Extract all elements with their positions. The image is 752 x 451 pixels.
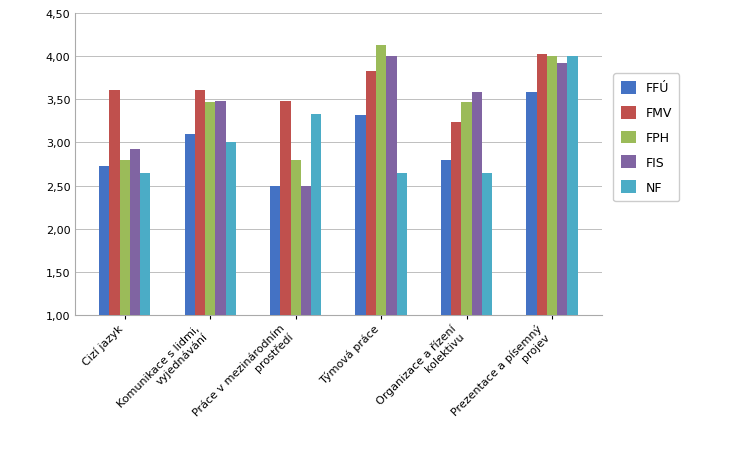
Bar [280, 101, 290, 316]
Bar [526, 93, 537, 316]
Bar [195, 91, 205, 316]
Bar [568, 57, 578, 316]
Bar [205, 102, 215, 316]
Bar [557, 64, 568, 316]
Bar [109, 91, 120, 316]
Bar [537, 55, 547, 316]
Bar [482, 173, 493, 316]
Bar [226, 143, 236, 316]
Bar [472, 93, 482, 316]
Bar [441, 160, 451, 316]
Bar [311, 115, 321, 316]
Legend: FFÚ, FMV, FPH, FIS, NF: FFÚ, FMV, FPH, FIS, NF [613, 74, 680, 202]
Bar [99, 166, 109, 316]
Bar [451, 122, 462, 316]
Bar [301, 186, 311, 316]
Bar [184, 134, 195, 316]
Bar [376, 46, 387, 316]
Bar [365, 72, 376, 316]
Bar [547, 57, 557, 316]
Bar [140, 173, 150, 316]
Bar [270, 186, 280, 316]
Bar [120, 160, 130, 316]
Bar [396, 173, 407, 316]
Bar [387, 57, 396, 316]
Bar [215, 101, 226, 316]
Bar [290, 160, 301, 316]
Bar [130, 150, 140, 316]
Bar [356, 115, 365, 316]
Bar [462, 102, 472, 316]
